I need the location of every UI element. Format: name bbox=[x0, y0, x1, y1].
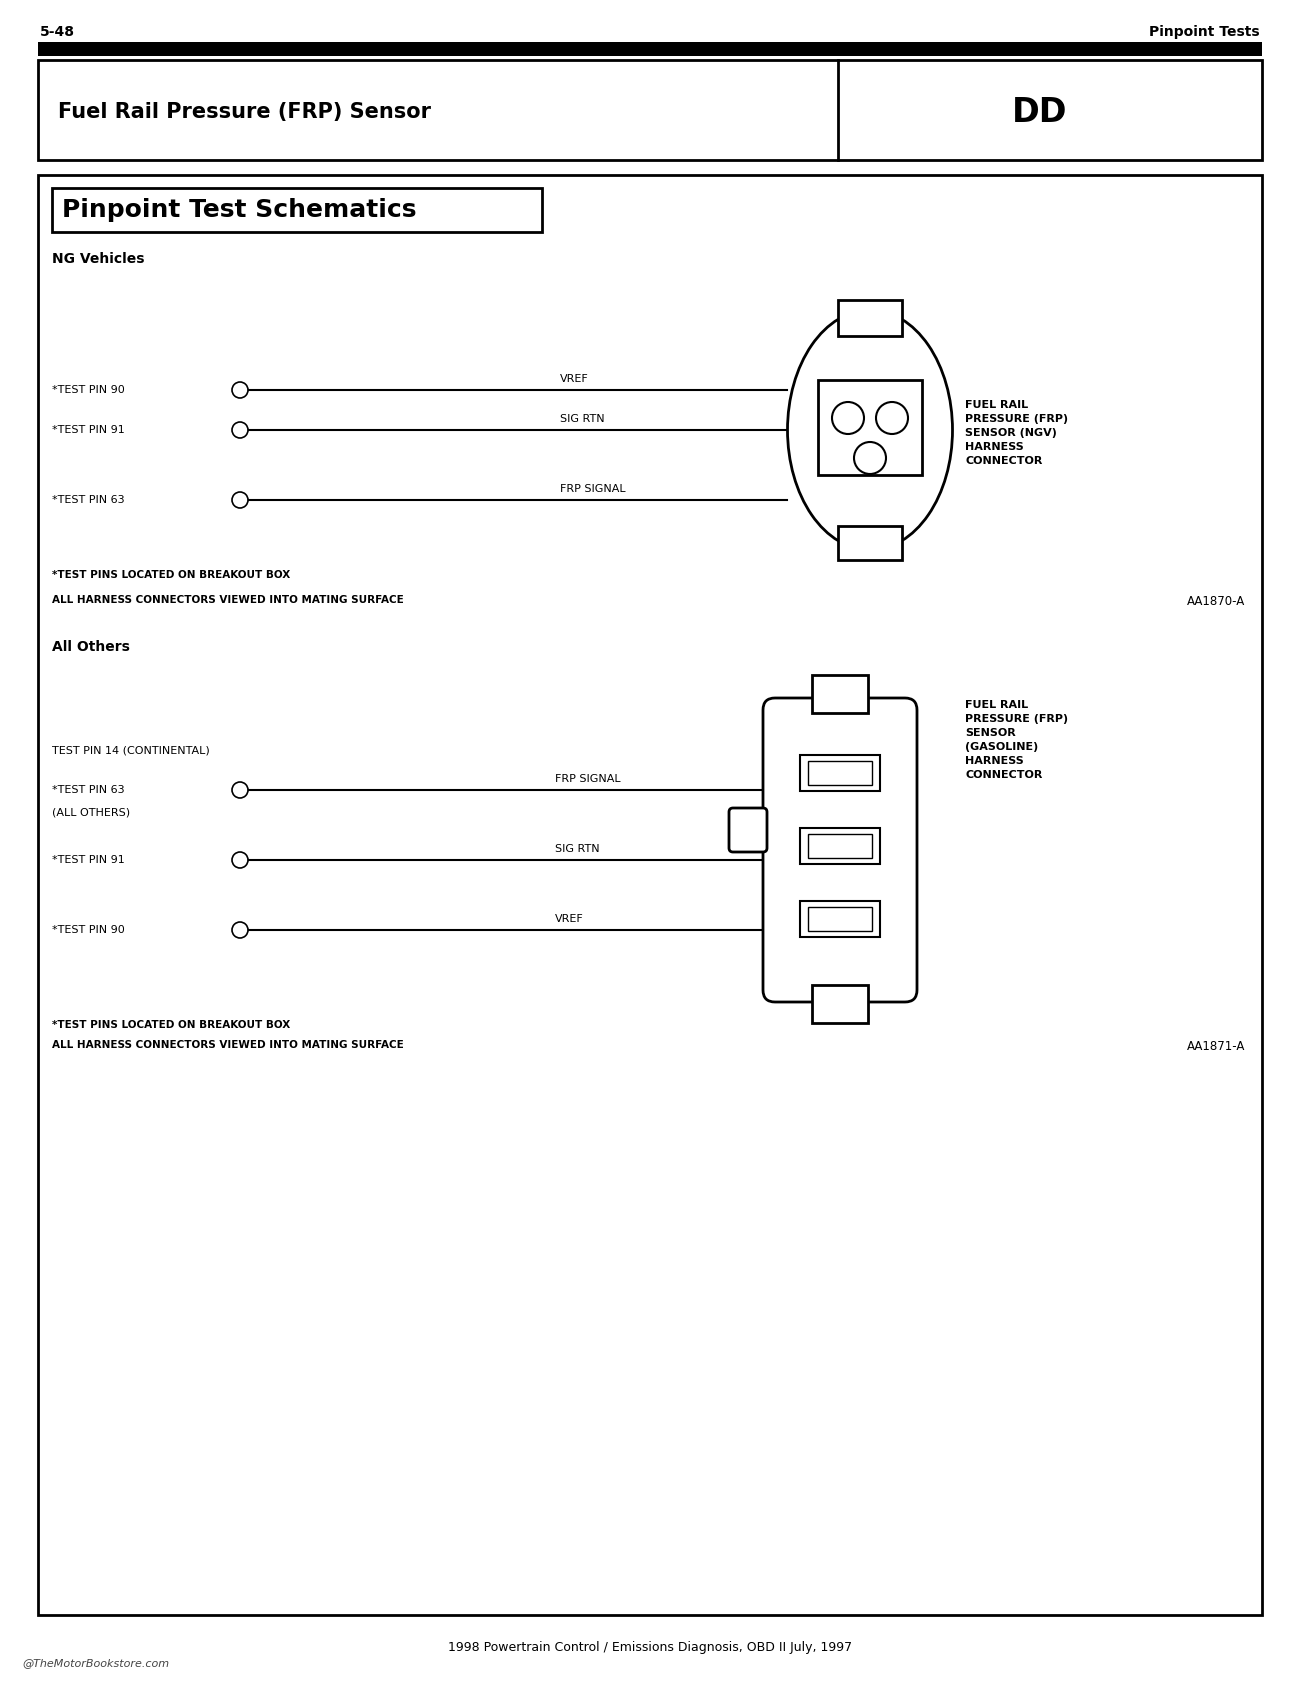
Circle shape bbox=[231, 493, 248, 508]
Text: 1998 Powertrain Control / Emissions Diagnosis, OBD II July, 1997: 1998 Powertrain Control / Emissions Diag… bbox=[448, 1642, 852, 1655]
Circle shape bbox=[832, 402, 864, 434]
Bar bbox=[838, 299, 902, 336]
Circle shape bbox=[231, 382, 248, 399]
Text: *TEST PIN 90: *TEST PIN 90 bbox=[52, 385, 125, 395]
Bar bbox=[38, 42, 1262, 56]
Bar bbox=[52, 188, 542, 232]
Text: FRP SIGNAL: FRP SIGNAL bbox=[555, 774, 620, 784]
Bar bbox=[812, 986, 868, 1023]
Bar bbox=[809, 834, 872, 858]
Bar bbox=[809, 760, 872, 785]
Text: VREF: VREF bbox=[555, 913, 584, 923]
Text: Fuel Rail Pressure (FRP) Sensor: Fuel Rail Pressure (FRP) Sensor bbox=[58, 103, 432, 123]
FancyBboxPatch shape bbox=[729, 807, 767, 853]
Text: ALL HARNESS CONNECTORS VIEWED INTO MATING SURFACE: ALL HARNESS CONNECTORS VIEWED INTO MATIN… bbox=[52, 1039, 404, 1050]
Text: *TEST PIN 91: *TEST PIN 91 bbox=[52, 426, 125, 436]
Bar bbox=[38, 61, 1262, 160]
Ellipse shape bbox=[788, 309, 953, 550]
Text: @TheMotorBookstore.com: @TheMotorBookstore.com bbox=[22, 1658, 169, 1669]
Text: SIG RTN: SIG RTN bbox=[555, 844, 599, 854]
Bar bbox=[809, 907, 872, 932]
Bar bbox=[38, 175, 1262, 1615]
Circle shape bbox=[854, 442, 887, 474]
Text: *TEST PINS LOCATED ON BREAKOUT BOX: *TEST PINS LOCATED ON BREAKOUT BOX bbox=[52, 1019, 290, 1029]
Text: SIG RTN: SIG RTN bbox=[560, 414, 604, 424]
Bar bbox=[838, 526, 902, 560]
Text: FUEL RAIL
PRESSURE (FRP)
SENSOR (NGV)
HARNESS
CONNECTOR: FUEL RAIL PRESSURE (FRP) SENSOR (NGV) HA… bbox=[965, 400, 1069, 466]
Text: *TEST PIN 91: *TEST PIN 91 bbox=[52, 854, 125, 865]
Circle shape bbox=[876, 402, 907, 434]
Text: Pinpoint Tests: Pinpoint Tests bbox=[1149, 25, 1260, 39]
Circle shape bbox=[231, 422, 248, 437]
Bar bbox=[800, 902, 880, 937]
Text: FRP SIGNAL: FRP SIGNAL bbox=[560, 484, 625, 495]
Bar bbox=[800, 755, 880, 791]
Text: 5-48: 5-48 bbox=[40, 25, 75, 39]
Text: *TEST PIN 90: *TEST PIN 90 bbox=[52, 925, 125, 935]
Text: VREF: VREF bbox=[560, 373, 589, 383]
Text: NG Vehicles: NG Vehicles bbox=[52, 252, 144, 266]
Text: DD: DD bbox=[1013, 96, 1067, 128]
Bar bbox=[800, 828, 880, 865]
Text: Pinpoint Test Schematics: Pinpoint Test Schematics bbox=[62, 198, 416, 222]
Circle shape bbox=[231, 782, 248, 797]
Text: *TEST PINS LOCATED ON BREAKOUT BOX: *TEST PINS LOCATED ON BREAKOUT BOX bbox=[52, 570, 290, 580]
Text: *TEST PIN 63: *TEST PIN 63 bbox=[52, 785, 125, 796]
Bar bbox=[812, 674, 868, 713]
Text: (ALL OTHERS): (ALL OTHERS) bbox=[52, 807, 130, 817]
Text: *TEST PIN 63: *TEST PIN 63 bbox=[52, 495, 125, 505]
Text: AA1870-A: AA1870-A bbox=[1187, 595, 1245, 607]
Text: All Others: All Others bbox=[52, 639, 130, 654]
Circle shape bbox=[231, 853, 248, 868]
Bar bbox=[818, 380, 922, 474]
Text: ALL HARNESS CONNECTORS VIEWED INTO MATING SURFACE: ALL HARNESS CONNECTORS VIEWED INTO MATIN… bbox=[52, 595, 404, 606]
Circle shape bbox=[231, 922, 248, 939]
Text: TEST PIN 14 (CONTINENTAL): TEST PIN 14 (CONTINENTAL) bbox=[52, 745, 209, 755]
Text: AA1871-A: AA1871-A bbox=[1187, 1039, 1245, 1053]
FancyBboxPatch shape bbox=[763, 698, 916, 1002]
Text: FUEL RAIL
PRESSURE (FRP)
SENSOR
(GASOLINE)
HARNESS
CONNECTOR: FUEL RAIL PRESSURE (FRP) SENSOR (GASOLIN… bbox=[965, 700, 1069, 780]
